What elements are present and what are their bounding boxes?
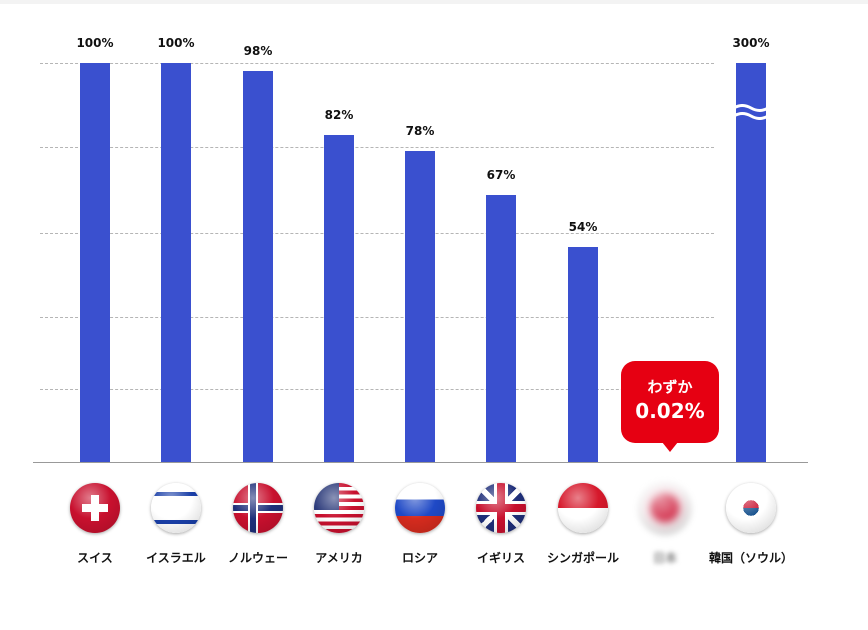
gridline (40, 63, 714, 64)
gridline (40, 233, 714, 234)
bar-4 (405, 150, 435, 462)
data-label: 54% (568, 219, 598, 234)
category-label: ノルウェー (227, 551, 288, 565)
gridline (40, 317, 714, 318)
japan-callout: わずか 0.02% (621, 361, 719, 452)
russia-flag-icon (395, 483, 445, 533)
bar-8 (736, 63, 766, 462)
korea-flag-icon (726, 483, 776, 533)
category-label: 韓国（ソウル） (708, 551, 793, 565)
bar-6 (568, 246, 598, 462)
uk-flag-icon (476, 483, 526, 533)
data-label: 100% (157, 36, 195, 50)
data-label: 100% (76, 36, 114, 50)
gridline (40, 147, 714, 148)
norway-flag-icon (233, 483, 283, 533)
category-label: スイス (77, 551, 113, 565)
data-label: 78% (405, 123, 435, 138)
israel-flag-icon (151, 483, 201, 533)
data-label: 300% (732, 36, 770, 50)
japan-flag-blurred-icon (640, 483, 690, 533)
category-label: イギリス (476, 551, 525, 565)
bar-2 (243, 70, 273, 462)
callout-line2: 0.02% (635, 399, 705, 423)
axis-break-icon (734, 104, 768, 120)
category-label: イスラエル (146, 551, 206, 565)
data-label: 67% (486, 167, 516, 182)
singapore-flag-icon (558, 483, 608, 533)
bar-1 (161, 63, 191, 462)
data-label: 82% (324, 107, 354, 122)
category-label: 日本 (652, 551, 677, 565)
category-label: シンガポール (546, 551, 619, 565)
bar-3 (324, 134, 354, 462)
switzerland-flag-icon (70, 483, 120, 533)
category-label: ロシア (401, 551, 438, 565)
data-label: 98% (243, 43, 273, 58)
callout-line1: わずか (647, 378, 693, 396)
bar-5 (486, 194, 516, 462)
top-strip (0, 0, 868, 4)
usa-flag-icon (314, 483, 364, 533)
bar-0 (80, 63, 110, 462)
gridline (40, 389, 714, 390)
category-label: アメリカ (315, 551, 363, 565)
x-axis-baseline (33, 462, 808, 463)
